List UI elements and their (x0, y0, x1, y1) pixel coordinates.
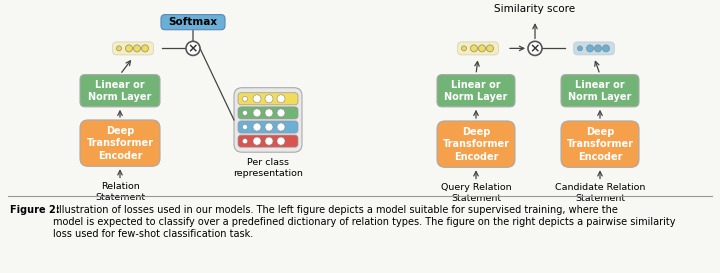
Circle shape (133, 45, 140, 52)
FancyBboxPatch shape (80, 120, 160, 166)
Text: Softmax: Softmax (168, 17, 217, 27)
FancyBboxPatch shape (574, 42, 614, 55)
FancyBboxPatch shape (561, 75, 639, 107)
FancyBboxPatch shape (238, 121, 298, 133)
FancyBboxPatch shape (234, 88, 302, 152)
Circle shape (253, 95, 261, 103)
Circle shape (243, 124, 248, 129)
FancyBboxPatch shape (437, 75, 515, 107)
Circle shape (587, 45, 593, 52)
Circle shape (243, 110, 248, 115)
Circle shape (470, 45, 477, 52)
Text: Linear or
Norm Layer: Linear or Norm Layer (444, 79, 508, 102)
FancyBboxPatch shape (80, 75, 160, 107)
Circle shape (117, 46, 122, 51)
FancyBboxPatch shape (238, 93, 298, 105)
FancyBboxPatch shape (457, 42, 498, 55)
FancyBboxPatch shape (112, 42, 153, 55)
Text: Relation
Statement: Relation Statement (95, 182, 145, 202)
Text: Similarity score: Similarity score (495, 4, 575, 14)
Circle shape (142, 45, 148, 52)
Text: Linear or
Norm Layer: Linear or Norm Layer (89, 79, 152, 102)
Circle shape (277, 137, 285, 145)
FancyBboxPatch shape (437, 121, 515, 167)
Circle shape (265, 95, 273, 103)
Circle shape (479, 45, 485, 52)
Text: Per class
representation: Per class representation (233, 158, 303, 178)
Circle shape (528, 41, 542, 55)
Text: Deep
Transformer
Encoder: Deep Transformer Encoder (86, 126, 153, 161)
Circle shape (253, 109, 261, 117)
Text: ×: × (188, 42, 198, 55)
Circle shape (487, 45, 493, 52)
Circle shape (253, 137, 261, 145)
Text: Deep
Transformer
Encoder: Deep Transformer Encoder (567, 127, 634, 162)
Text: ×: × (530, 42, 540, 55)
Circle shape (243, 96, 248, 101)
Circle shape (277, 123, 285, 131)
Circle shape (253, 123, 261, 131)
Circle shape (462, 46, 467, 51)
Circle shape (265, 137, 273, 145)
Circle shape (277, 109, 285, 117)
Text: Query Relation
Statement: Query Relation Statement (441, 183, 511, 203)
FancyBboxPatch shape (161, 15, 225, 30)
Circle shape (265, 123, 273, 131)
Text: Illustration of losses used in our models. The left figure depicts a model suita: Illustration of losses used in our model… (53, 206, 675, 239)
FancyBboxPatch shape (561, 121, 639, 167)
Text: Candidate Relation
Statement: Candidate Relation Statement (555, 183, 645, 203)
Circle shape (125, 45, 132, 52)
FancyBboxPatch shape (238, 107, 298, 119)
Circle shape (603, 45, 610, 52)
Circle shape (186, 41, 200, 55)
Circle shape (265, 109, 273, 117)
Circle shape (577, 46, 582, 51)
Text: Figure 2:: Figure 2: (10, 206, 60, 215)
FancyBboxPatch shape (238, 135, 298, 147)
Circle shape (595, 45, 601, 52)
Circle shape (277, 95, 285, 103)
Text: Linear or
Norm Layer: Linear or Norm Layer (568, 79, 631, 102)
Circle shape (243, 139, 248, 144)
Text: Deep
Transformer
Encoder: Deep Transformer Encoder (443, 127, 510, 162)
